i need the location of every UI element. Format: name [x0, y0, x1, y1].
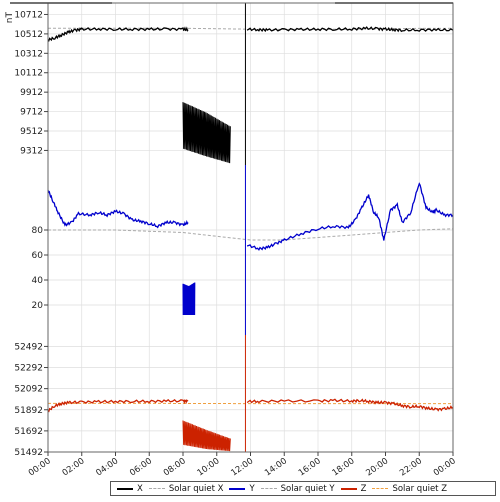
burst-y — [182, 282, 196, 316]
panels — [47, 3, 454, 452]
legend-label: Solar quiet Z — [392, 483, 448, 494]
legend-entry: Solar quiet Z — [372, 484, 447, 494]
x-tick-label: 06:00 — [128, 456, 154, 478]
legend-swatch — [117, 487, 133, 490]
legend-swatch — [229, 487, 246, 490]
quiet-curve-y — [48, 228, 454, 241]
panel-y — [47, 165, 454, 335]
legend-swatch — [340, 487, 357, 490]
x-tick-label: 04:00 — [94, 456, 120, 478]
x-tick-label: 16:00 — [297, 456, 323, 478]
y-tick-label: 60 — [32, 251, 44, 261]
x-tick-label: 08:00 — [162, 456, 188, 478]
legend-entry: X — [117, 484, 143, 494]
legend-label: Solar quiet Y — [280, 483, 335, 494]
x-tick-label: 20:00 — [364, 456, 390, 478]
legend: X Solar quiet X Y Solar quiet Y Z Solar quiet… — [110, 481, 496, 496]
burst-z — [182, 420, 231, 452]
y-unit-label: nT — [5, 11, 15, 23]
series-x-segment — [47, 26, 189, 42]
legend-label: Z — [360, 483, 367, 494]
panel-x — [47, 3, 454, 165]
y-tick-label: 80 — [32, 226, 44, 236]
y-tick-label: 9912 — [20, 88, 43, 98]
y-tick-label: 40 — [32, 276, 44, 286]
x-tick-label: 18:00 — [331, 456, 357, 478]
series-x-segment — [246, 26, 454, 33]
series-y-segment — [246, 182, 454, 251]
series-z-segment — [246, 398, 454, 412]
x-tick-label: 00:00 — [432, 456, 458, 478]
grid — [47, 3, 454, 453]
y-tick-label: 9712 — [20, 108, 43, 118]
y-tick-label: 10112 — [14, 69, 43, 79]
y-tick-label: 10312 — [14, 49, 43, 59]
x-tick-label: 00:00 — [27, 456, 53, 478]
y-tick-label: 9312 — [20, 146, 43, 156]
legend-entry: Z — [340, 483, 367, 494]
legend-entry: Y — [229, 483, 255, 494]
y-tick-label: 20 — [32, 301, 44, 311]
x-tick-label: 12:00 — [229, 456, 255, 478]
y-tick-label: 51692 — [14, 427, 43, 437]
y-tick-label: 52092 — [14, 385, 43, 395]
legend-swatch — [148, 488, 165, 489]
legend-swatch — [260, 488, 277, 489]
y-tick-label: 51892 — [14, 406, 43, 416]
y-tick-label: 10512 — [14, 30, 43, 40]
legend-entry: Solar quiet Y — [260, 483, 335, 494]
burst-x — [182, 102, 231, 164]
x-tick-label: 22:00 — [398, 456, 424, 478]
y-tick-label: 52292 — [14, 364, 43, 374]
legend-label: Y — [249, 483, 255, 494]
x-tick-label: 14:00 — [263, 456, 289, 478]
legend-label: Solar quiet X — [168, 483, 224, 494]
y-tick-label: 52492 — [14, 342, 43, 352]
axes: 00:00 02:00 04:00 06:00 08:00 10:00 12:00 14:00… — [10, 2, 458, 479]
legend-label: X — [137, 483, 143, 494]
series-y-segment — [47, 189, 189, 229]
panel-z — [47, 335, 454, 452]
series-z-segment — [47, 398, 189, 413]
y-tick-label: 51492 — [14, 448, 43, 458]
x-tick-label: 02:00 — [61, 456, 87, 478]
y-tick-label: 9512 — [20, 127, 43, 137]
x-tick-label: 10:00 — [196, 456, 222, 478]
y-tick-label: 10712 — [14, 10, 43, 20]
legend-entry: Solar quiet X — [148, 483, 224, 494]
legend-swatch — [372, 488, 389, 489]
